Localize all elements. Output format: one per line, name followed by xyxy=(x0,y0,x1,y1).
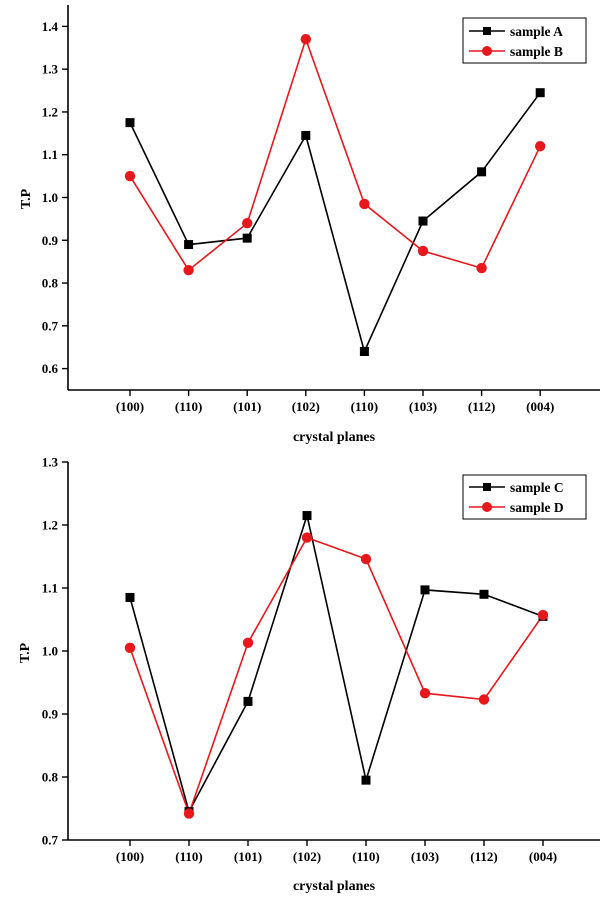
chart-1-point-s1 xyxy=(301,130,311,140)
chart-2-point-s2 xyxy=(124,642,136,654)
chart-2-point-s2 xyxy=(242,637,254,649)
chart-2-point-s2 xyxy=(537,609,549,621)
chart-1-legend-box xyxy=(462,17,587,64)
chart-1-point-s2 xyxy=(242,217,253,229)
chart-2: 0.70.80.91.01.11.21.3 (100) (110) (101) (10… xyxy=(18,455,600,894)
chart-1-y-tick-label: 0.6 xyxy=(42,361,59,376)
chart-1-y-tick-label: 0.7 xyxy=(42,318,59,333)
chart-2-x-tick-label: (103) xyxy=(411,849,439,864)
chart-2-y-tick-label: 0.8 xyxy=(42,770,59,785)
chart-1-series xyxy=(124,34,546,356)
chart-2-legend-label-c: sample C xyxy=(510,480,564,495)
chart-1-series-line-1 xyxy=(129,92,541,354)
chart-2-point-s1 xyxy=(302,511,312,521)
chart-2-series xyxy=(124,511,549,819)
chart-1-point-s1 xyxy=(242,233,252,243)
chart-1-y-tick-label: 0.9 xyxy=(42,233,59,248)
chart-1-y-tick-label: 1.3 xyxy=(42,62,59,77)
chart-1-legend-label-b: sample B xyxy=(510,44,563,59)
chart-2-y-tick-label: 1.0 xyxy=(42,644,58,659)
chart-2-legend: sample C sample D xyxy=(462,474,587,520)
chart-2-y-tick-label: 1.1 xyxy=(42,581,58,596)
chart-2-legend-marker-c xyxy=(483,483,491,491)
chart-1-point-s2 xyxy=(183,265,194,276)
chart-1-point-s1 xyxy=(535,88,545,98)
chart-1-x-tick-label: (110) xyxy=(351,399,378,414)
chart-2-x-axis-title: crystal planes xyxy=(293,879,376,894)
chart-1-point-s2 xyxy=(476,262,487,274)
chart-2-point-s2 xyxy=(183,808,195,819)
chart-1-x-tick-label: (103) xyxy=(409,399,437,414)
chart-2-legend-marker-d xyxy=(482,502,492,512)
chart-1-legend-marker-b xyxy=(482,46,492,56)
chart-2-x-tick-label: (101) xyxy=(234,849,262,864)
chart-2-x-tick-label: (100) xyxy=(116,849,144,864)
chart-1-legend-marker-a xyxy=(483,27,491,35)
chart-1-x-tick-label: (004) xyxy=(526,399,554,414)
chart-1-x-ticks: (100) (110) (101) (102) (110) (103) (112) (004) xyxy=(116,390,554,414)
chart-1-x-tick-label: (112) xyxy=(468,399,495,414)
chart-2-y-tick-label: 0.7 xyxy=(42,833,59,848)
chart-1-y-tick-label: 1.1 xyxy=(42,147,58,162)
chart-2-x-tick-label: (110) xyxy=(175,849,202,864)
chart-2-y-tick-label: 0.9 xyxy=(42,707,59,722)
chart-2-series-line-2 xyxy=(129,536,544,816)
chart-1-x-axis-title: crystal planes xyxy=(293,430,376,445)
chart-2-point-s1 xyxy=(361,775,371,785)
chart-2-point-s1 xyxy=(420,585,430,595)
chart-1-series-line-2 xyxy=(129,36,541,272)
chart-1-x-tick-label: (102) xyxy=(292,399,320,414)
chart-1-x-tick-label: (101) xyxy=(233,399,261,414)
chart-2-point-s2 xyxy=(419,688,431,699)
chart-1-y-ticks: 0.6 0.7 0.8 0.9 1.0 1.1 1.2 1.3 1.4 xyxy=(42,19,68,376)
chart-1-legend-label-a: sample A xyxy=(510,24,563,39)
chart-1-y-tick-label: 1.4 xyxy=(42,19,59,34)
chart-1-point-s1 xyxy=(125,118,135,128)
chart-1-legend: sample A sample B xyxy=(462,17,587,64)
chart-1-y-axis-title: T.P xyxy=(19,188,34,209)
chart-2-x-tick-label: (004) xyxy=(529,849,557,864)
chart-2-x-tick-label: (102) xyxy=(293,849,321,864)
chart-2-y-tick-label: 1.3 xyxy=(42,455,59,470)
chart-2-point-s2 xyxy=(478,694,490,705)
chart-1-point-s2 xyxy=(535,140,546,152)
chart-1-x-tick-label: (110) xyxy=(175,399,202,414)
chart-1-point-s1 xyxy=(184,240,194,250)
chart-2-x-tick-label: (110) xyxy=(352,849,379,864)
chart-2-point-s2 xyxy=(360,553,372,565)
chart-1-y-tick-label: 0.8 xyxy=(42,276,59,291)
chart-2-point-s2 xyxy=(301,532,313,543)
chart-1-x-tick-label: (100) xyxy=(116,399,144,414)
chart-1-y-tick-label: 1.0 xyxy=(42,190,58,205)
chart-2-legend-label-d: sample D xyxy=(510,500,564,515)
chart-2-x-ticks: (100) (110) (101) (102) (110) (103) (112) (004) xyxy=(116,840,557,864)
chart-2-y-tick-label: 1.2 xyxy=(42,518,58,533)
chart-2-y-axis-title: T.P xyxy=(18,642,33,663)
chart-2-point-s1 xyxy=(125,592,135,602)
chart-2-y-ticks: 0.7 0.8 0.9 1.0 1.1 1.2 1.3 xyxy=(42,455,68,848)
chart-2-series-line-1 xyxy=(129,512,544,814)
chart-2-legend-box xyxy=(462,474,587,520)
chart-2-x-tick-label: (112) xyxy=(470,849,497,864)
chart-1-point-s2 xyxy=(359,198,370,210)
chart-1-point-s2 xyxy=(124,170,136,182)
chart-1: 0.60.70.80.91.01.11.21.31.4 (100) (110) (1… xyxy=(19,5,600,445)
chart-1-y-tick-label: 1.2 xyxy=(42,104,58,119)
chart-1-point-s2 xyxy=(300,34,311,45)
chart-2-point-s1 xyxy=(479,589,489,599)
chart-1-point-s1 xyxy=(418,216,428,226)
chart-2-point-s1 xyxy=(243,696,253,706)
chart-1-point-s1 xyxy=(359,347,369,356)
chart-1-point-s2 xyxy=(417,245,429,257)
chart-1-point-s1 xyxy=(477,167,487,177)
